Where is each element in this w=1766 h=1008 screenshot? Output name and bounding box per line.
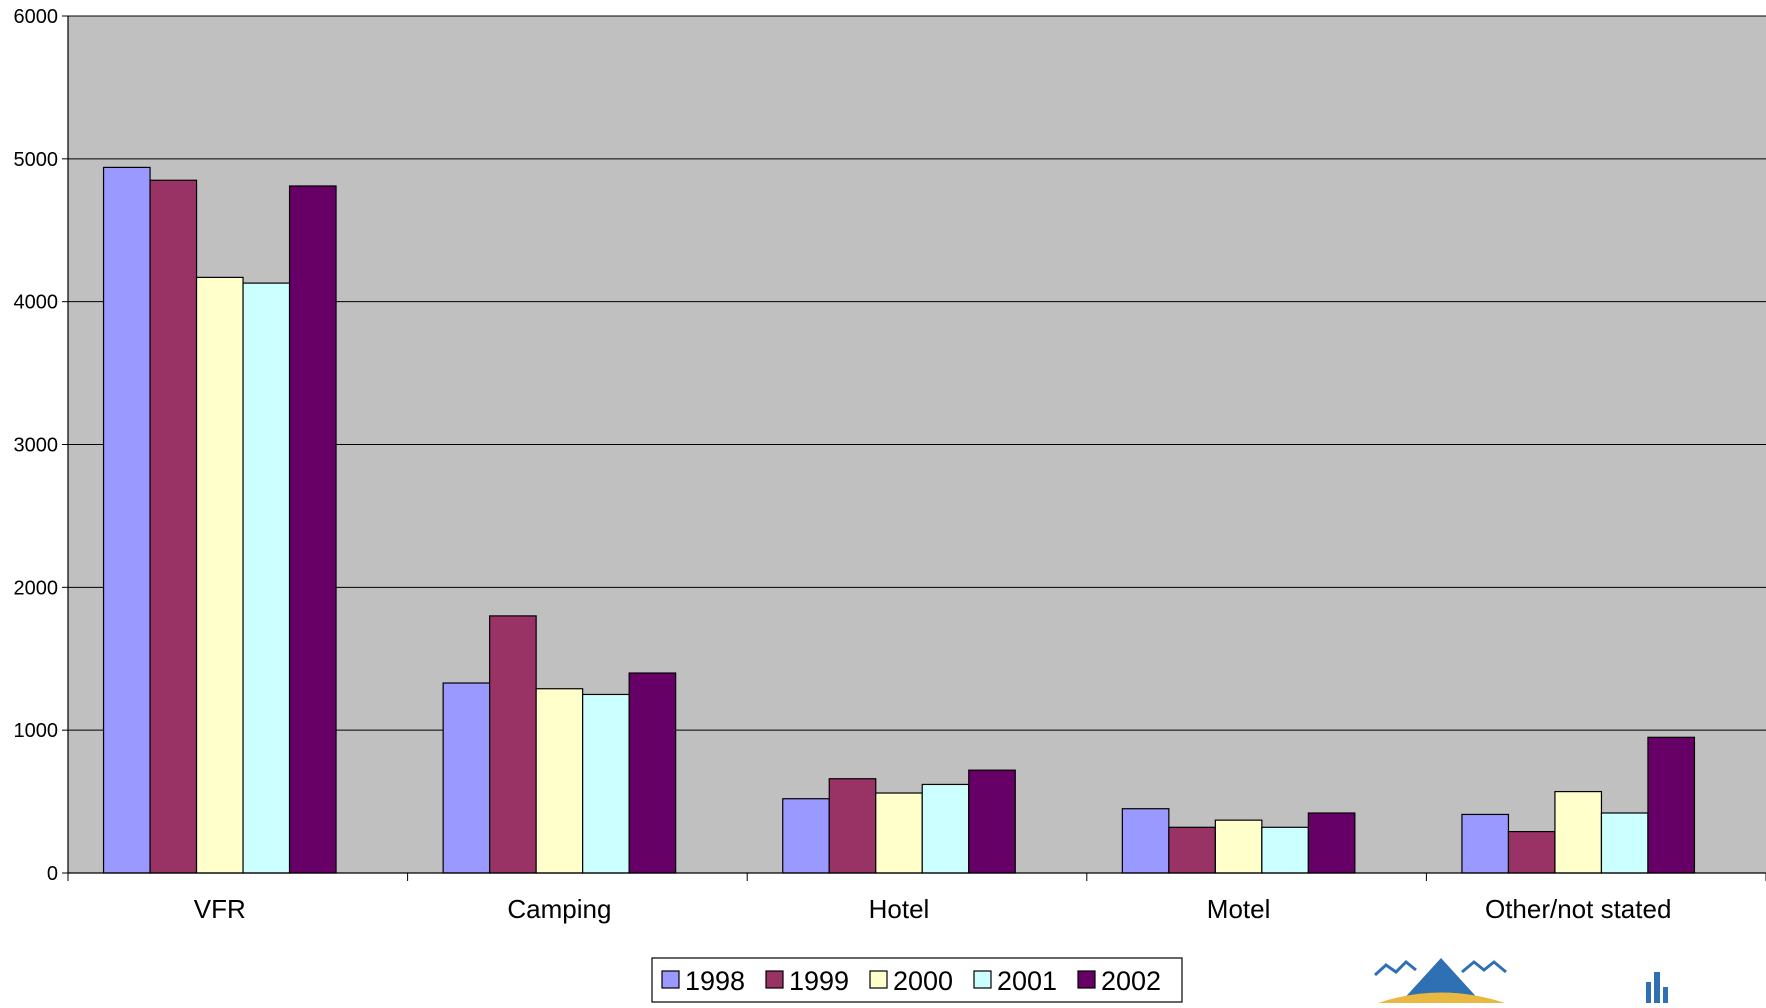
legend-label: 1998 xyxy=(685,966,745,996)
y-tick-label: 3000 xyxy=(14,435,59,457)
bar-1998-hotel xyxy=(782,798,830,874)
bar-2001-camping xyxy=(582,693,630,874)
bar-1999-motel xyxy=(1168,826,1216,874)
bar-2002-hotel xyxy=(968,769,1016,874)
legend-swatch xyxy=(973,970,992,989)
legend-label: 1999 xyxy=(789,966,849,996)
bar-1998-motel xyxy=(1121,808,1170,874)
legend-swatch xyxy=(765,970,784,989)
legend-swatch xyxy=(1077,970,1096,989)
legend-label: 2002 xyxy=(1101,966,1161,996)
bar-1999-camping xyxy=(489,615,537,874)
legend: 1998 1999 2000 2001 2002 xyxy=(651,957,1183,1003)
bar-2002-motel xyxy=(1307,812,1356,874)
bar-2000-hotel xyxy=(875,792,923,874)
bar-2000-other-not-stated xyxy=(1554,790,1603,874)
y-tick-label: 4000 xyxy=(14,292,59,314)
y-tick-label: 0 xyxy=(47,863,58,885)
bar-1998-camping xyxy=(442,682,491,874)
building-logo-icon xyxy=(1646,972,1668,1003)
x-tick-label: Motel xyxy=(1207,894,1271,924)
y-tick-label: 5000 xyxy=(14,149,59,171)
y-tick-label: 2000 xyxy=(14,577,59,599)
bar-1999-vfr xyxy=(149,179,198,874)
x-tick-label: Camping xyxy=(507,894,611,924)
bar-2001-vfr xyxy=(242,282,291,874)
x-tick-label: VFR xyxy=(194,894,246,924)
x-tick-label: Hotel xyxy=(869,894,930,924)
bar-2002-other-not-stated xyxy=(1647,736,1696,874)
x-tick-label: Other/not stated xyxy=(1485,894,1671,924)
bar-1999-other-not-stated xyxy=(1507,830,1556,874)
bar-1998-other-not-stated xyxy=(1461,813,1510,874)
bar-1998-vfr xyxy=(102,166,151,874)
legend-label: 2000 xyxy=(893,966,953,996)
bar-2002-vfr xyxy=(288,185,337,874)
legend-swatch xyxy=(869,970,888,989)
bar-2000-vfr xyxy=(195,276,244,874)
bar-2000-camping xyxy=(535,688,584,874)
bar-2000-motel xyxy=(1214,819,1263,874)
mountain-logo-icon xyxy=(1373,958,1507,1003)
y-tick-label: 6000 xyxy=(14,6,59,28)
bar-2001-hotel xyxy=(921,783,970,874)
y-tick-label: 1000 xyxy=(14,720,59,742)
bar-1999-hotel xyxy=(828,778,877,874)
bar-2001-motel xyxy=(1261,826,1309,874)
legend-label: 2001 xyxy=(997,966,1057,996)
legend-swatch xyxy=(661,970,680,989)
bar-2001-other-not-stated xyxy=(1600,812,1649,874)
bar-2002-camping xyxy=(628,672,677,874)
